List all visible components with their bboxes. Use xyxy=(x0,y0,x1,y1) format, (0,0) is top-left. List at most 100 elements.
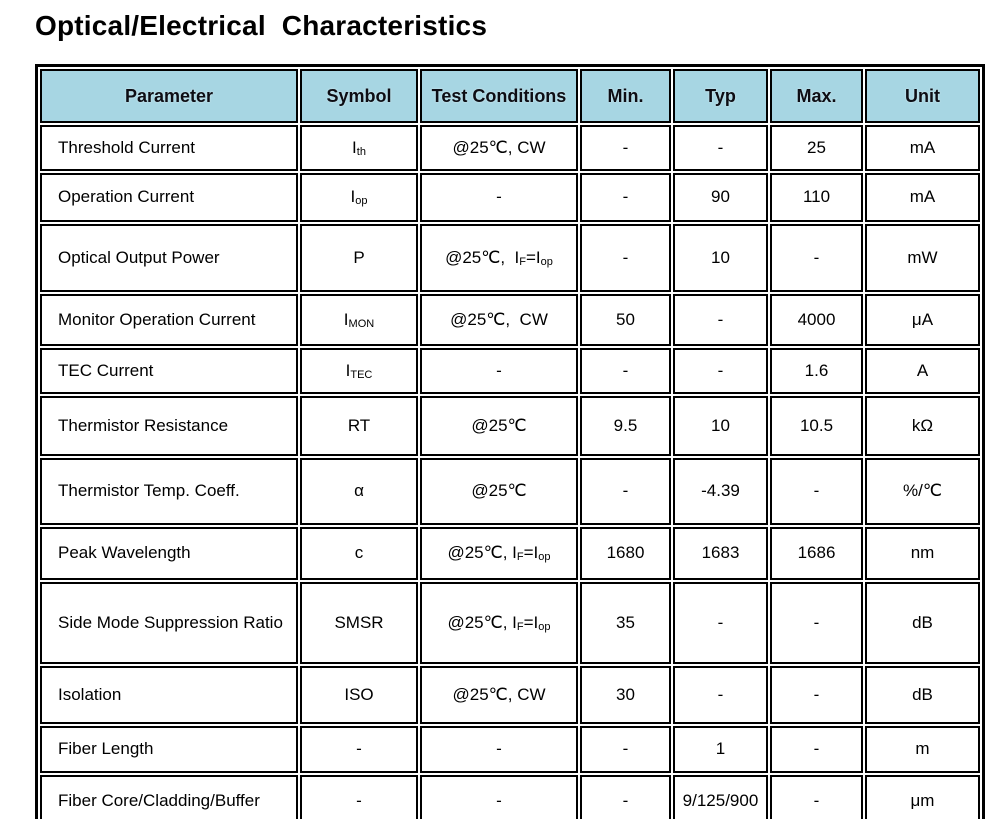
max-cell: - xyxy=(770,224,863,292)
table-row: Threshold Current Ith @25℃, CW - -25 mA xyxy=(40,125,980,171)
column-header-unit: Unit xyxy=(865,69,980,123)
min-cell: 9.5 xyxy=(580,396,671,456)
max-cell: 1.6 xyxy=(770,348,863,394)
typ-cell: 1 xyxy=(673,726,768,773)
parameter-cell: Fiber Core/Cladding/Buffer xyxy=(40,775,298,819)
parameter-cell: Side Mode Suppression Ratio xyxy=(40,582,298,664)
table-row: Monitor Operation Current IMON @25℃, CW 50-… xyxy=(40,294,980,346)
symbol-cell: IMON xyxy=(300,294,418,346)
parameter-cell: Fiber Length xyxy=(40,726,298,773)
typ-cell: - xyxy=(673,294,768,346)
typ-cell: - xyxy=(673,666,768,724)
min-cell: 30 xyxy=(580,666,671,724)
column-header-testconditions: Test Conditions xyxy=(420,69,578,123)
column-header-max: Max. xyxy=(770,69,863,123)
typ-cell: 10 xyxy=(673,396,768,456)
max-cell: 25 xyxy=(770,125,863,171)
symbol-cell: Iop xyxy=(300,173,418,222)
page-title: Optical/Electrical Characteristics xyxy=(35,10,488,41)
column-header-symbol: Symbol xyxy=(300,69,418,123)
min-cell: - xyxy=(580,458,671,525)
max-cell: - xyxy=(770,666,863,724)
typ-cell: -4.39 xyxy=(673,458,768,525)
column-header-typ: Typ xyxy=(673,69,768,123)
test-conditions-cell: @25℃, CW xyxy=(420,666,578,724)
unit-cell: dB xyxy=(865,666,980,724)
symbol-cell: Ith xyxy=(300,125,418,171)
min-cell: - xyxy=(580,224,671,292)
unit-cell: mA xyxy=(865,173,980,222)
header-row: Parameter Symbol Test Conditions Min. Typ Max… xyxy=(40,69,980,123)
table-row: Thermistor Resistance RT @25℃ 9.5 10 10.5 kΩ xyxy=(40,396,980,456)
test-conditions-cell: @25℃, IF=Iop xyxy=(420,582,578,664)
max-cell: - xyxy=(770,582,863,664)
table-row: Peak Wavelength c @25℃, IF=Iop 1680 1683 1686… xyxy=(40,527,980,580)
unit-cell: dB xyxy=(865,582,980,664)
table-row: Fiber Length - - -1- m xyxy=(40,726,980,773)
unit-cell: mW xyxy=(865,224,980,292)
symbol-cell: c xyxy=(300,527,418,580)
min-cell: 1680 xyxy=(580,527,671,580)
symbol-cell: - xyxy=(300,726,418,773)
min-cell: - xyxy=(580,173,671,222)
optical-electrical-characteristics-table: Parameter Symbol Test Conditions Min. Typ Max… xyxy=(35,64,985,819)
max-cell: - xyxy=(770,458,863,525)
symbol-cell: - xyxy=(300,775,418,819)
table-body: Threshold Current Ith @25℃, CW - -25 mA Operat… xyxy=(40,125,980,819)
min-cell: - xyxy=(580,125,671,171)
min-cell: - xyxy=(580,775,671,819)
max-cell: - xyxy=(770,775,863,819)
parameter-cell: Isolation xyxy=(40,666,298,724)
test-conditions-cell: @25℃, IF=Iop xyxy=(420,527,578,580)
min-cell: - xyxy=(580,348,671,394)
table-row: Isolation ISO @25℃, CW 30- - dB xyxy=(40,666,980,724)
parameter-cell: Peak Wavelength xyxy=(40,527,298,580)
typ-cell: - xyxy=(673,582,768,664)
table-row: Operation Current Iop - -90 110 mA xyxy=(40,173,980,222)
symbol-cell: ITEC xyxy=(300,348,418,394)
test-conditions-cell: @25℃, IF=Iop xyxy=(420,224,578,292)
table-row: Fiber Core/Cladding/Buffer - - -9/125/900- μ… xyxy=(40,775,980,819)
test-conditions-cell: @25℃ xyxy=(420,458,578,525)
unit-cell: kΩ xyxy=(865,396,980,456)
min-cell: - xyxy=(580,726,671,773)
typ-cell: - xyxy=(673,348,768,394)
test-conditions-cell: - xyxy=(420,775,578,819)
max-cell: 1686 xyxy=(770,527,863,580)
typ-cell: 10 xyxy=(673,224,768,292)
unit-cell: μA xyxy=(865,294,980,346)
table-row: TEC Current ITEC - - -1.6 A xyxy=(40,348,980,394)
unit-cell: A xyxy=(865,348,980,394)
max-cell: 4000 xyxy=(770,294,863,346)
column-header-parameter: Parameter xyxy=(40,69,298,123)
min-cell: 50 xyxy=(580,294,671,346)
table-row: Side Mode Suppression Ratio SMSR @25℃, IF=… xyxy=(40,582,980,664)
column-header-min: Min. xyxy=(580,69,671,123)
parameter-cell: Operation Current xyxy=(40,173,298,222)
max-cell: 10.5 xyxy=(770,396,863,456)
symbol-cell: α xyxy=(300,458,418,525)
unit-cell: m xyxy=(865,726,980,773)
parameter-cell: Thermistor Temp. Coeff. xyxy=(40,458,298,525)
table-row: Thermistor Temp. Coeff. α @25℃ - -4.39- %/℃ xyxy=(40,458,980,525)
parameter-cell: Optical Output Power xyxy=(40,224,298,292)
test-conditions-cell: @25℃ xyxy=(420,396,578,456)
test-conditions-cell: @25℃, CW xyxy=(420,125,578,171)
test-conditions-cell: - xyxy=(420,726,578,773)
max-cell: 110 xyxy=(770,173,863,222)
typ-cell: 1683 xyxy=(673,527,768,580)
test-conditions-cell: - xyxy=(420,173,578,222)
parameter-cell: Monitor Operation Current xyxy=(40,294,298,346)
parameter-cell: Threshold Current xyxy=(40,125,298,171)
symbol-cell: P xyxy=(300,224,418,292)
symbol-cell: ISO xyxy=(300,666,418,724)
symbol-cell: SMSR xyxy=(300,582,418,664)
table-header: Parameter Symbol Test Conditions Min. Typ Max… xyxy=(40,69,980,123)
unit-cell: μm xyxy=(865,775,980,819)
symbol-cell: RT xyxy=(300,396,418,456)
test-conditions-cell: - xyxy=(420,348,578,394)
typ-cell: 9/125/900 xyxy=(673,775,768,819)
parameter-cell: TEC Current xyxy=(40,348,298,394)
unit-cell: %/℃ xyxy=(865,458,980,525)
